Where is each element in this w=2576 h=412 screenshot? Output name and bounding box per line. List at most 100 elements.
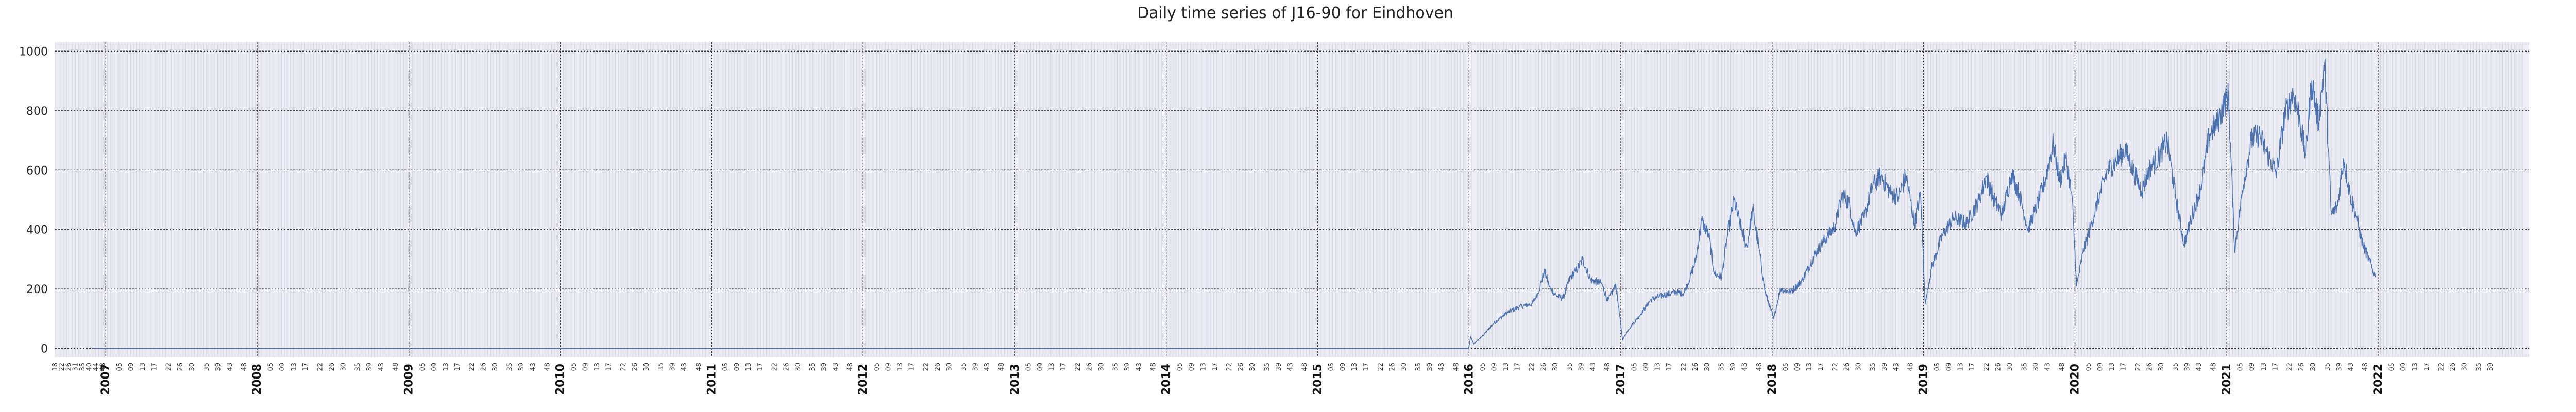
week-tick-label: 26 (1086, 363, 1094, 371)
week-tick-label: 48 (2059, 363, 2066, 371)
week-tick-label: 35 (354, 363, 362, 371)
week-tick-label: 05 (419, 363, 427, 371)
week-tick-label: 09 (1340, 363, 1347, 371)
week-tick-label: 09 (2248, 363, 2256, 371)
week-tick-label: 05 (1025, 363, 1032, 371)
week-tick-label: 26 (1995, 363, 2003, 371)
y-tick-label: 600 (26, 164, 48, 177)
week-tick-label: 22 (923, 363, 930, 371)
week-tick-label: 22 (468, 363, 476, 371)
week-tick-label: 13 (1502, 363, 1510, 371)
week-tick-label: 39 (366, 363, 374, 371)
week-tick-label: 22 (2134, 363, 2142, 371)
week-tick-label: 26 (328, 363, 336, 371)
week-tick-label: 09 (431, 363, 438, 371)
week-tick-label: 48 (392, 363, 400, 371)
y-tick-label: 1000 (19, 45, 48, 58)
week-tick-label: 43 (1438, 363, 1446, 371)
week-tick-label: 35 (1869, 363, 1877, 371)
week-tick-label: 35 (809, 363, 817, 371)
week-tick-label: 22 (1983, 363, 1991, 371)
y-tick-label: 200 (26, 283, 48, 296)
week-tick-label: 17 (302, 363, 310, 371)
week-tick-label: 48 (1756, 363, 1764, 371)
week-tick-label: 30 (2310, 363, 2317, 371)
y-tick-label: 800 (26, 105, 48, 118)
week-tick-label: 40 (86, 363, 93, 371)
week-tick-label: 13 (1199, 363, 1207, 371)
week-tick-label: 35 (1566, 363, 1574, 371)
week-tick-label: 30 (1249, 363, 1257, 371)
week-tick-label: 05 (1631, 363, 1639, 371)
week-tick-label: 39 (1124, 363, 1131, 371)
week-tick-label: 18 (52, 363, 59, 371)
week-tick-label: 09 (2400, 363, 2408, 371)
week-tick-label: 39 (1730, 363, 1737, 371)
week-tick-label: 22 (2286, 363, 2294, 371)
week-tick-label: 39 (2335, 363, 2343, 371)
week-tick-label: 35 (2021, 363, 2028, 371)
week-tick-label: 30 (492, 363, 499, 371)
week-tick-label: 43 (832, 363, 840, 371)
week-tick-label: 17 (454, 363, 462, 371)
week-tick-label: 13 (1957, 363, 1964, 371)
week-tick-label: 22 (620, 363, 628, 371)
week-tick-label: 22 (316, 363, 324, 371)
week-tick-label: 30 (1552, 363, 1560, 371)
week-tick-label: 17 (757, 363, 765, 371)
week-tick-label: 22 (1832, 363, 1839, 371)
week-tick-label: 35 (2172, 363, 2180, 371)
week-tick-label: 09 (1037, 363, 1044, 371)
week-tick-label: 30 (2461, 363, 2468, 371)
week-tick-label: 43 (378, 363, 385, 371)
week-tick-label: 09 (582, 363, 590, 371)
week-tick-label: 05 (1479, 363, 1487, 371)
week-tick-label: 39 (1578, 363, 1586, 371)
week-tick-label: 26 (1238, 363, 1245, 371)
week-tick-label: 26 (480, 363, 488, 371)
week-tick-label: 30 (2006, 363, 2014, 371)
week-tick-label: 39 (972, 363, 979, 371)
year-tick-label: 2016 (1463, 364, 1476, 395)
week-tick-label: 22 (1529, 363, 1536, 371)
x-axis: 2007 2008 2009 2010 2011 2012 2013 2014 2015 2016… (52, 357, 2529, 395)
year-tick-label: 2022 (2372, 364, 2385, 395)
week-tick-label: 35 (203, 363, 211, 371)
week-tick-label: 05 (267, 363, 275, 371)
week-tick-label: 30 (340, 363, 347, 371)
week-tick-label: 09 (1188, 363, 1196, 371)
week-tick-label: 13 (2412, 363, 2419, 371)
week-tick-label: 48 (1150, 363, 1158, 371)
week-tick-label: 26 (2146, 363, 2154, 371)
week-tick-label: 48 (2210, 363, 2217, 371)
week-tick-label: 22 (1377, 363, 1385, 371)
week-tick-label: 30 (1855, 363, 1862, 371)
week-tick-label: 13 (2108, 363, 2116, 371)
week-tick-label: 43 (2347, 363, 2355, 371)
year-tick-label: 2011 (705, 364, 718, 395)
week-tick-label: 13 (2260, 363, 2268, 371)
week-tick-label: 43 (1589, 363, 1597, 371)
week-tick-label: 13 (1048, 363, 1056, 371)
week-tick-label: 05 (1934, 363, 1941, 371)
week-tick-label: 30 (2158, 363, 2165, 371)
y-tick-label: 400 (26, 224, 48, 237)
week-tick-label: 43 (1286, 363, 1294, 371)
week-tick-label: 35 (1718, 363, 1726, 371)
week-tick-label: 48 (544, 363, 552, 371)
week-tick-label: 26 (65, 363, 73, 371)
series-line (93, 59, 2376, 349)
week-tick-label: 48 (2362, 363, 2369, 371)
week-tick-label: 05 (2237, 363, 2245, 371)
week-tick-label: 09 (1490, 363, 1498, 371)
week-tick-label: 26 (1692, 363, 1700, 371)
week-tick-label: 39 (669, 363, 677, 371)
week-tick-label: 39 (2184, 363, 2192, 371)
plot-area (55, 42, 2529, 357)
week-tick-label: 17 (1969, 363, 1976, 371)
week-tick-label: 35 (79, 363, 87, 371)
week-tick-label: 48 (1452, 363, 1460, 371)
week-tick-label: 48 (241, 363, 248, 371)
week-tick-label: 13 (896, 363, 904, 371)
week-tick-label: 48 (846, 363, 854, 371)
